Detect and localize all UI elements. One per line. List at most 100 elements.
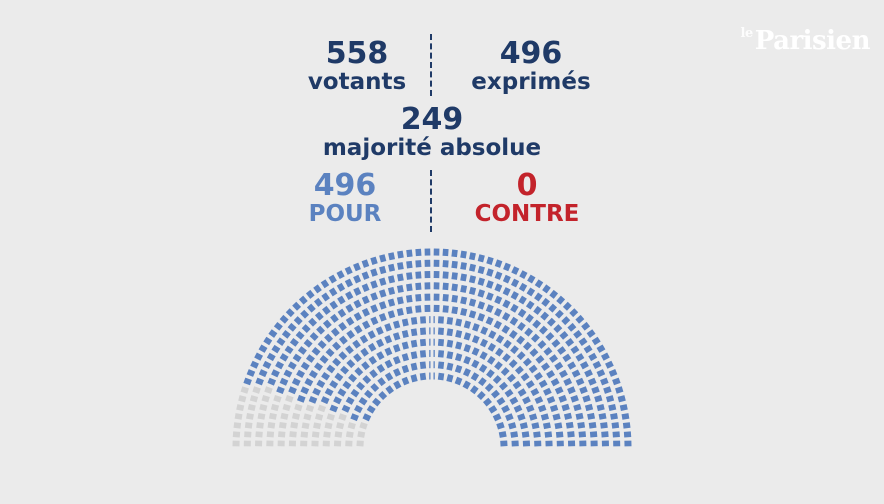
seat-pour xyxy=(370,280,378,289)
seat-pour xyxy=(324,333,334,343)
seat-absent xyxy=(359,421,368,430)
seat-pour xyxy=(300,386,310,395)
seat-pour xyxy=(388,263,396,272)
divider-top xyxy=(430,34,432,96)
seat-pour xyxy=(292,353,302,363)
seat-pour xyxy=(575,377,585,386)
seat-pour xyxy=(291,377,301,387)
seat-absent xyxy=(236,404,245,412)
seat-pour xyxy=(353,353,362,363)
seat-pour xyxy=(469,385,479,395)
seat-pour xyxy=(554,422,563,430)
seat-pour xyxy=(379,265,387,275)
seat-pour xyxy=(559,369,568,379)
seat-pour xyxy=(314,311,324,321)
seat-pour xyxy=(336,270,345,280)
seat-pour xyxy=(543,387,552,396)
seat-pour xyxy=(533,431,541,438)
seat-pour xyxy=(451,249,458,258)
seat-pour xyxy=(603,386,612,394)
seat-pour xyxy=(396,307,404,317)
seat-pour xyxy=(324,387,334,397)
seat-pour xyxy=(588,352,598,362)
seat-pour xyxy=(451,283,458,292)
seat-pour xyxy=(605,360,614,369)
seat-pour xyxy=(567,440,576,447)
seat-pour xyxy=(308,370,318,379)
seat-pour xyxy=(344,266,353,275)
seat-absent xyxy=(278,421,287,429)
seat-absent xyxy=(255,431,263,438)
seat-pour xyxy=(263,336,273,346)
seat-pour xyxy=(410,351,418,360)
logo-prefix: le xyxy=(740,26,754,41)
seat-pour xyxy=(392,332,401,341)
seat-pour xyxy=(501,312,511,321)
seat-pour xyxy=(587,377,597,386)
seat-pour xyxy=(410,374,418,383)
seat-pour xyxy=(321,371,331,381)
seat-absent xyxy=(338,413,347,421)
seat-pour xyxy=(486,355,496,365)
seat-pour xyxy=(546,396,556,404)
seat-pour xyxy=(502,353,511,363)
seat-pour xyxy=(314,362,323,372)
seat-pour xyxy=(524,327,534,337)
seat-pour xyxy=(369,369,378,379)
seat-pour xyxy=(519,270,528,280)
seat-pour xyxy=(476,391,486,400)
seat-absent xyxy=(232,440,240,447)
seat-pour xyxy=(511,266,520,275)
seat-pour xyxy=(460,273,468,282)
seat-pour xyxy=(543,346,553,356)
seat-absent xyxy=(240,386,249,394)
seat-absent xyxy=(259,403,268,412)
seat-pour xyxy=(454,364,463,374)
seat-pour xyxy=(420,327,427,335)
seat-pour xyxy=(344,278,354,288)
seat-pour xyxy=(502,299,511,309)
exprimes-value: 496 xyxy=(499,36,563,71)
seat-pour xyxy=(619,404,628,412)
seat-pour xyxy=(387,275,396,284)
seat-pour xyxy=(433,271,440,279)
seat-pour xyxy=(460,284,468,293)
seat-pour xyxy=(321,292,330,302)
exprimes-stat: 496 exprimés xyxy=(446,38,616,94)
seat-pour xyxy=(494,259,503,268)
seat-pour xyxy=(471,335,480,344)
seat-pour xyxy=(378,391,388,400)
seat-pour xyxy=(594,395,603,403)
seat-pour xyxy=(454,353,463,362)
seat-absent xyxy=(323,431,331,438)
seat-absent xyxy=(266,431,275,438)
seat-pour xyxy=(538,325,548,335)
seat-pour xyxy=(446,362,454,371)
seat-pour xyxy=(579,440,587,447)
seat-pour xyxy=(615,386,624,394)
seat-pour xyxy=(534,396,544,405)
seat-pour xyxy=(472,323,480,332)
seat-pour xyxy=(361,361,370,371)
seat-pour xyxy=(309,332,319,342)
seat-pour xyxy=(379,289,387,298)
seat-pour xyxy=(534,440,542,447)
seat-absent xyxy=(261,395,270,403)
seat-pour xyxy=(600,422,608,429)
seat-pour xyxy=(525,300,535,310)
seat-pour xyxy=(567,431,575,438)
seat-absent xyxy=(357,431,366,438)
seat-pour xyxy=(424,248,431,256)
seat-pour xyxy=(571,369,581,378)
seat-pour xyxy=(273,321,283,331)
seat-pour xyxy=(477,265,485,275)
seat-pour xyxy=(405,306,413,315)
seat-pour xyxy=(401,353,410,362)
seat-absent xyxy=(313,422,322,430)
seat-pour xyxy=(437,327,444,335)
seat-pour xyxy=(433,304,440,313)
seat-pour xyxy=(296,369,305,379)
seat-pour xyxy=(376,364,386,373)
seat-pour xyxy=(358,396,368,406)
seat-absent xyxy=(255,440,263,447)
